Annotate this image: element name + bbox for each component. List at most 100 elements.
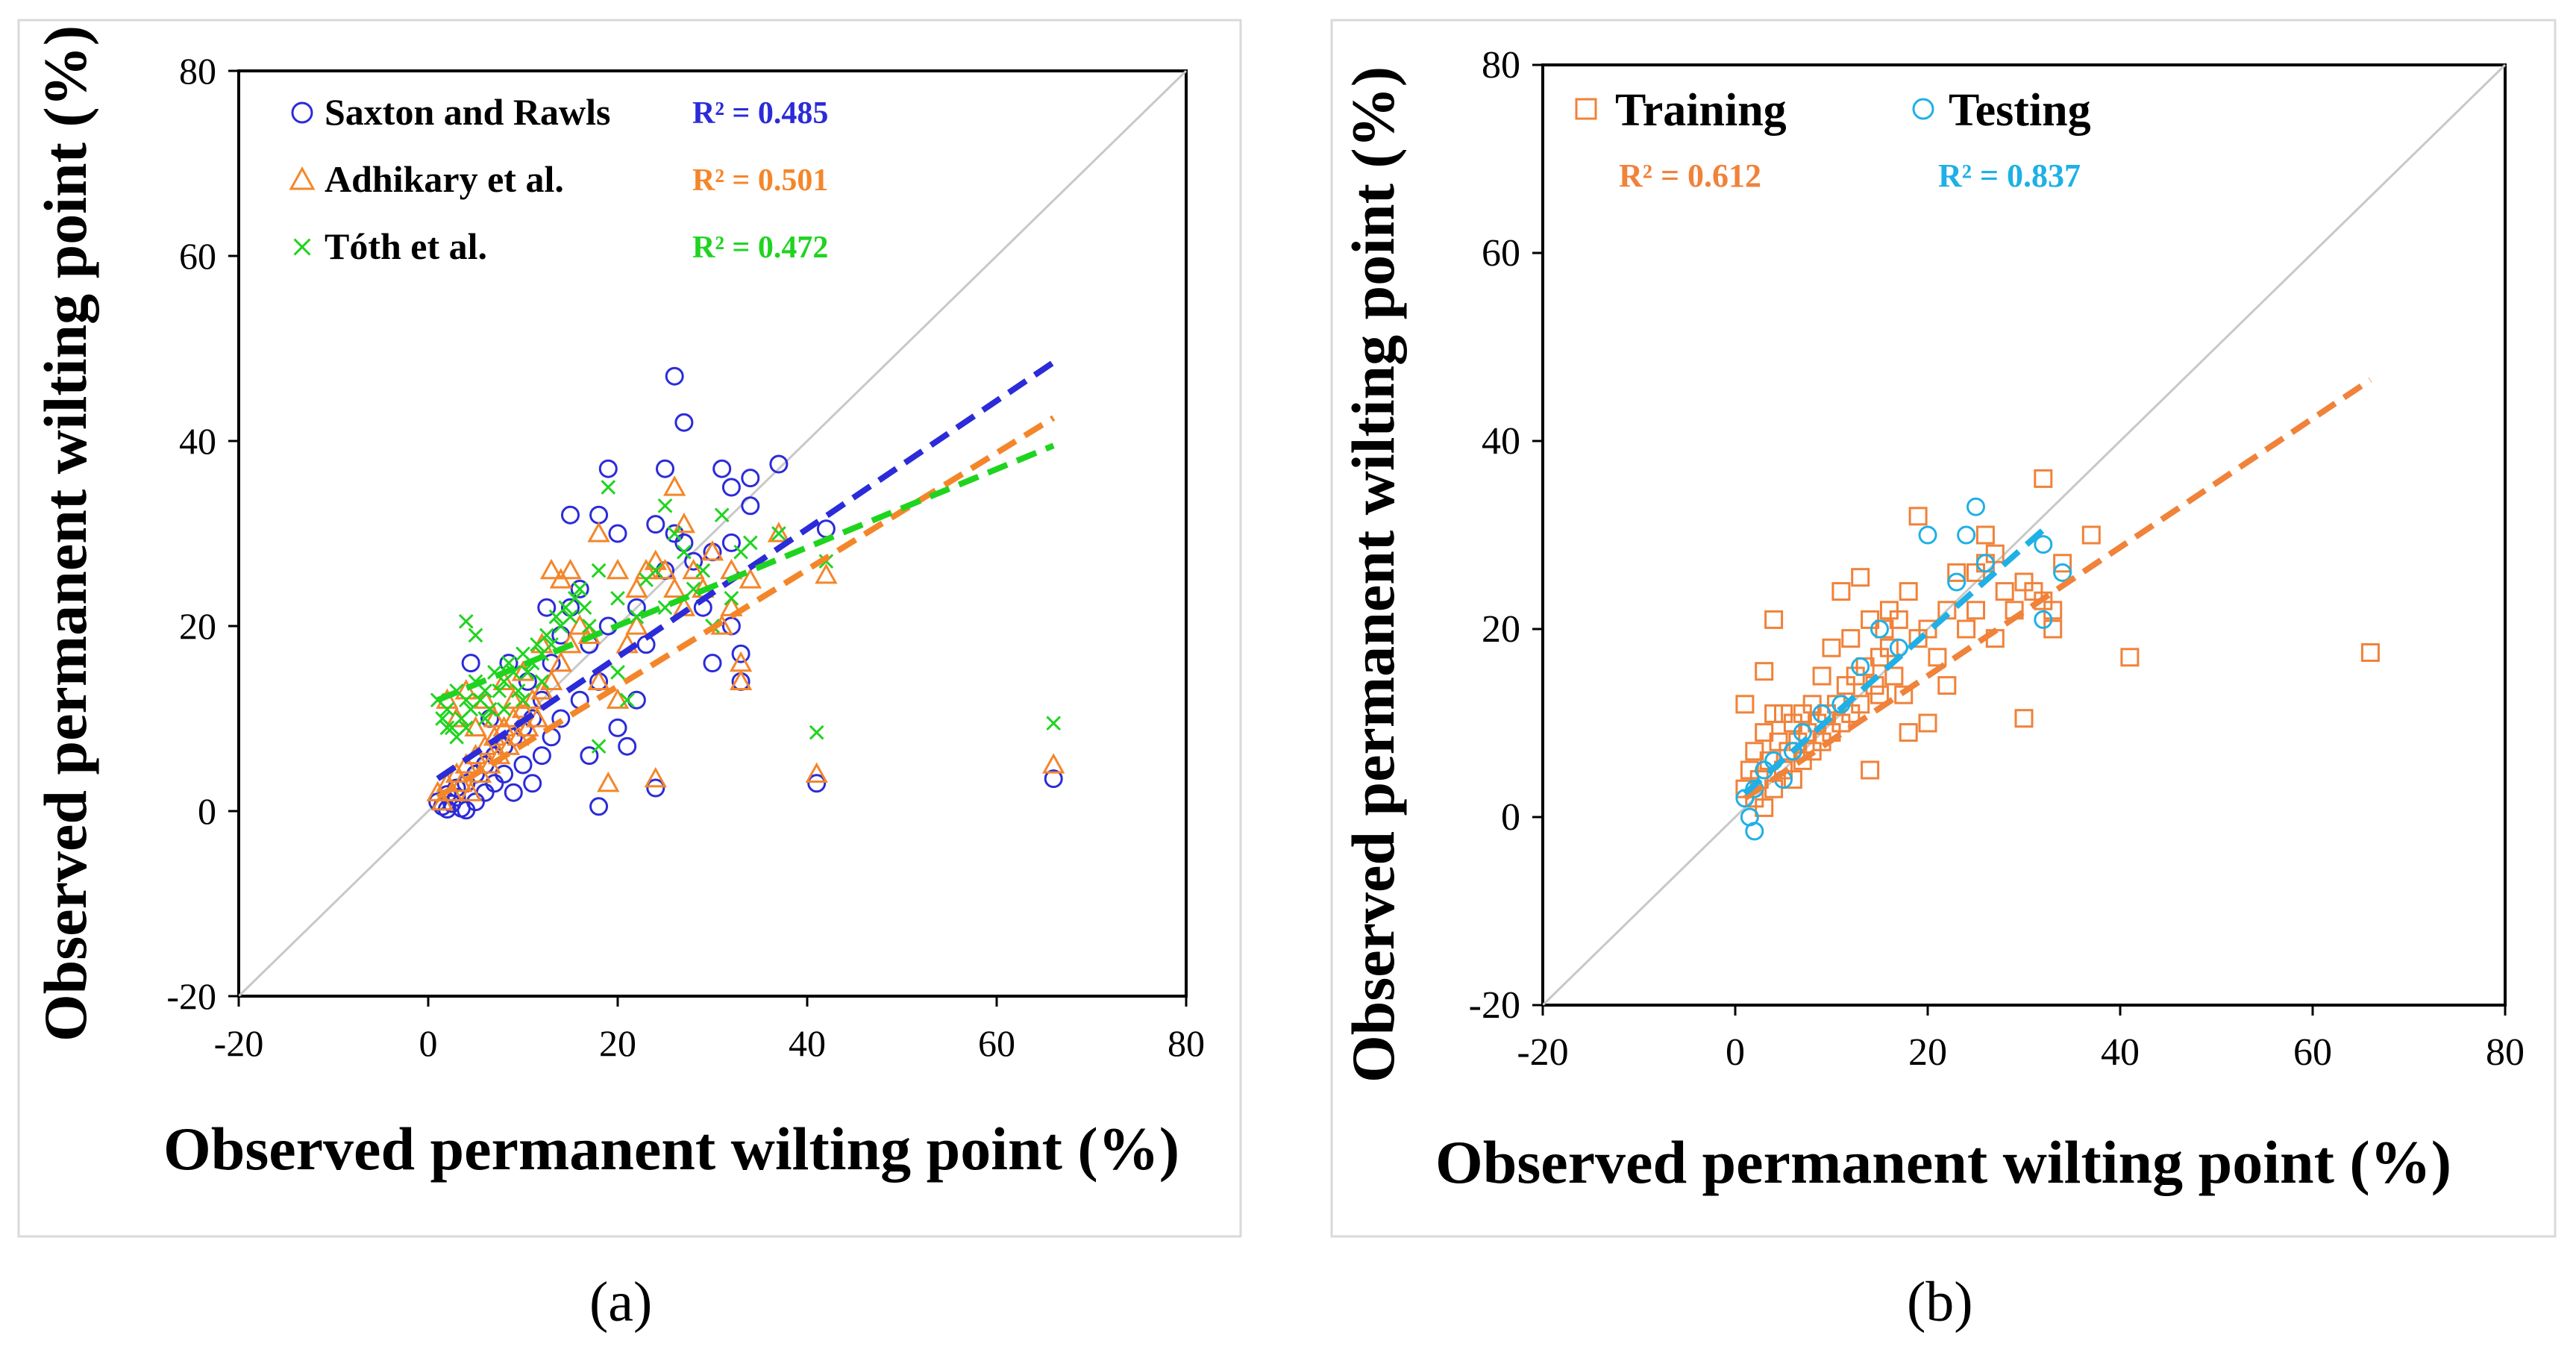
point-saxton-and-rawls (741, 469, 760, 488)
point-adhikary-et-al (539, 558, 563, 580)
point-training (1755, 798, 1774, 817)
point-toth-et-al (482, 701, 498, 717)
y-tick-label: 0 (198, 790, 216, 832)
panel-a-one-to-one-line (237, 69, 1188, 998)
x-tick-label: 80 (1168, 1022, 1205, 1064)
panel-a-trend-lines (436, 360, 1056, 800)
point-training (2360, 643, 2380, 662)
point-training (1875, 619, 1894, 639)
point-adhikary-et-al (663, 577, 686, 598)
point-training (1937, 676, 1957, 695)
point-training (1967, 563, 1985, 582)
point-adhikary-et-al (483, 707, 507, 728)
point-adhikary-et-al (597, 772, 620, 792)
point-training (1774, 704, 1793, 723)
point-training (1793, 751, 1812, 770)
point-saxton-and-rawls (721, 533, 741, 552)
point-saxton-and-rawls (504, 783, 523, 802)
y-tick-label: 40 (1482, 420, 1520, 463)
x-tick-label: 20 (599, 1022, 636, 1064)
panel-a-y-axis-title: Observed permanent wilting point (%) (31, 25, 99, 1042)
panel-a-caption: (a) (589, 1271, 653, 1333)
panel-b-plot-area (1541, 63, 2507, 1007)
point-toth-et-al (510, 683, 526, 698)
y-tick-label: 40 (179, 420, 216, 462)
x-tick-label: 60 (2293, 1031, 2332, 1074)
x-tick-label: 20 (1908, 1031, 1947, 1074)
point-toth-et-al (714, 507, 730, 523)
point-toth-et-al (629, 609, 645, 625)
point-training (2043, 619, 2063, 639)
point-saxton-and-rawls (656, 459, 674, 478)
point-training (1855, 657, 1875, 676)
point-testing (1957, 525, 1976, 545)
point-adhikary-et-al (606, 688, 630, 709)
point-testing (2034, 610, 2053, 629)
point-saxton-and-rawls (598, 459, 618, 478)
panel-b-x-axis-title: Observed permanent wilting point (%) (1435, 1128, 2451, 1196)
point-saxton-and-rawls (537, 598, 557, 617)
y-tick-label: 0 (1501, 796, 1520, 839)
point-saxton-and-rawls (523, 774, 542, 793)
point-adhikary-et-al (492, 669, 515, 691)
point-training (2014, 572, 2034, 592)
point-training (1793, 704, 1812, 723)
panel-b-ticks (1532, 63, 2507, 1016)
point-saxton-and-rawls (532, 746, 551, 766)
point-adhikary-et-al (587, 522, 610, 542)
point-toth-et-al (648, 563, 663, 578)
point-training (1846, 666, 1865, 686)
point-training (1947, 563, 1967, 582)
point-saxton-and-rawls (721, 478, 741, 497)
point-adhikary-et-al (767, 522, 791, 542)
point-adhikary-et-al (559, 558, 582, 580)
panel-a-plot-area (237, 69, 1188, 998)
point-training (1802, 695, 1822, 714)
point-toth-et-al (667, 526, 683, 541)
point-testing (1967, 497, 1985, 516)
point-training (2081, 525, 2101, 545)
point-saxton-and-rawls (646, 778, 665, 798)
point-toth-et-al (771, 526, 786, 541)
point-adhikary-et-al (625, 614, 648, 635)
y-tick-label: 20 (1482, 608, 1520, 651)
point-training (1831, 713, 1851, 733)
y-tick-label: -20 (1469, 984, 1520, 1027)
point-adhikary-et-al (606, 558, 630, 580)
point-toth-et-al (695, 563, 711, 578)
x-tick-label: 60 (978, 1022, 1015, 1064)
point-toth-et-al (562, 609, 578, 625)
point-saxton-and-rawls (684, 551, 703, 571)
y-tick-label: 20 (179, 605, 216, 647)
legend-marker-training (1575, 98, 1597, 120)
point-adhikary-et-al (644, 549, 667, 570)
point-saxton-and-rawls (769, 454, 789, 474)
point-saxton-and-rawls (561, 505, 580, 525)
trend-line-adhikary-et-al (436, 415, 1056, 800)
point-training (1735, 695, 1755, 714)
point-toth-et-al (515, 692, 530, 708)
point-training (1831, 582, 1851, 601)
panel-a-x-axis-title: Observed permanent wilting point (%) (163, 1115, 1179, 1183)
point-training (1918, 619, 1937, 639)
point-training (1985, 544, 2005, 563)
panel-a-tick-labels: -20 0 20 40 60 80 -20 0 20 40 60 80 (166, 50, 1205, 1064)
trend-line-testing (1743, 523, 2050, 796)
point-training (1802, 742, 1822, 761)
point-adhikary-et-al (815, 563, 838, 584)
point-adhikary-et-al (672, 512, 696, 534)
point-training (1889, 610, 1908, 629)
point-adhikary-et-al (568, 614, 592, 635)
point-adhikary-et-al (644, 766, 667, 788)
panel-b-trend-lines (1743, 377, 2372, 801)
point-training (1851, 695, 1870, 714)
panel-a-legend: Saxton and Rawls R² = 0.485 Adhikary et … (289, 91, 828, 267)
point-saxton-and-rawls (807, 774, 827, 793)
point-training (2120, 648, 2140, 667)
point-training (1740, 760, 1759, 780)
point-training (1957, 619, 1976, 639)
point-saxton-and-rawls (712, 459, 732, 478)
x-tick-label: 80 (2486, 1031, 2525, 1074)
point-toth-et-al (534, 674, 550, 689)
point-toth-et-al (686, 581, 701, 597)
